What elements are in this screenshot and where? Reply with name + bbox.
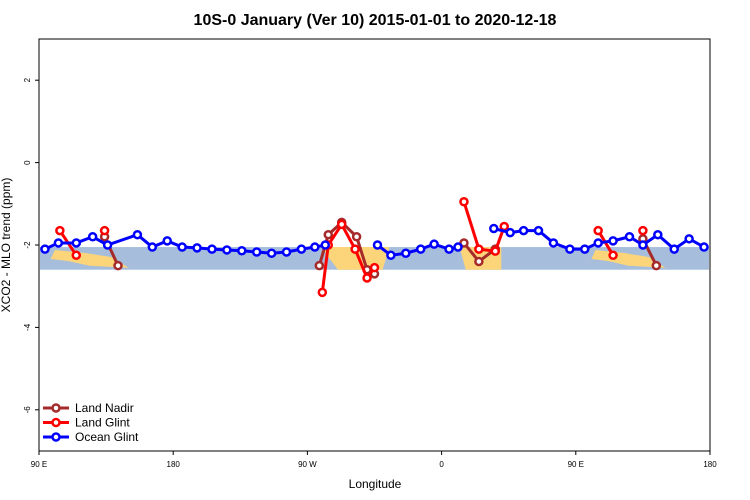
- ocean-glint-point: [372, 240, 383, 250]
- land-glint-point: [350, 244, 360, 254]
- land-glint-point: [638, 225, 648, 236]
- ocean-glint-point: [87, 232, 98, 242]
- ocean-glint-point: [565, 244, 575, 254]
- x-tick-label: 180: [167, 460, 181, 469]
- x-tick-label: 0: [439, 460, 444, 469]
- ocean-glint-point: [71, 238, 82, 248]
- ocean-glint-point: [296, 244, 307, 254]
- land-glint-point: [499, 221, 509, 232]
- y-tick-label: -2: [23, 241, 32, 249]
- ocean-glint-point: [444, 244, 454, 254]
- land-nadir-point: [651, 260, 662, 271]
- series-layer: [40, 196, 709, 298]
- chart-title: 10S-0 January (Ver 10) 2015-01-01 to 202…: [194, 12, 557, 29]
- ocean-glint-point: [608, 236, 618, 246]
- legend-marker-land-glint: [51, 417, 61, 428]
- legend-label-land-glint: Land Glint: [75, 416, 130, 430]
- ocean-glint-point: [386, 250, 396, 261]
- ocean-glint-point: [699, 242, 709, 252]
- y-tick-label: -4: [23, 323, 32, 331]
- y-tick-label: -6: [23, 406, 32, 414]
- ocean-glint-point: [192, 243, 202, 253]
- legend-marker-land-nadir: [51, 403, 61, 413]
- ocean-glint-point: [251, 247, 262, 257]
- ocean-glint-point: [429, 239, 439, 249]
- ocean-glint-point: [669, 244, 679, 254]
- land-glint-point: [336, 219, 347, 230]
- ocean-glint-point: [505, 227, 515, 238]
- ocean-glint-point: [147, 242, 158, 252]
- ocean-glint-point: [401, 248, 411, 258]
- x-tick-label: 90 W: [298, 460, 317, 469]
- ocean-glint-point: [489, 223, 499, 234]
- land-indonesia-west: [50, 250, 129, 268]
- ocean-glint-point: [593, 238, 603, 248]
- land-glint-point: [459, 196, 469, 207]
- land-nadir-point: [314, 260, 325, 271]
- land-glint-line: [462, 201, 506, 253]
- ocean-glint-point: [207, 244, 217, 254]
- land-glint-point: [490, 246, 501, 256]
- axes-layer: 90 E 180 90 W 0 90 E 180 -6 -4 -2 0 2: [23, 77, 717, 469]
- x-tick-label: 90 E: [568, 460, 584, 469]
- ocean-glint-point: [177, 242, 187, 252]
- x-axis-title: Longitude: [349, 477, 402, 491]
- ocean-glint-point: [102, 240, 113, 250]
- land-nadir-point: [351, 232, 362, 242]
- ocean-glint-point: [310, 242, 320, 252]
- land-nadir-point: [474, 256, 484, 267]
- land-glint-point: [362, 273, 372, 283]
- ocean-glint-point: [638, 240, 648, 250]
- ocean-glint-point: [266, 248, 277, 258]
- ocean-glint-point: [548, 238, 559, 248]
- x-tick-label: 180: [703, 460, 717, 469]
- y-axis-title: XCO2 - MLO trend (ppm): [0, 178, 13, 313]
- ocean-glint-point: [320, 240, 331, 250]
- land-glint-point: [71, 250, 82, 261]
- land-glint-point: [317, 287, 328, 298]
- ocean-glint-point: [653, 229, 663, 240]
- ocean-glint-point: [222, 245, 232, 255]
- ocean-glint-point: [579, 244, 590, 254]
- land-nadir-point: [459, 238, 469, 248]
- ocean-glint-point: [518, 225, 529, 236]
- ocean-glint-point: [684, 234, 694, 244]
- y-tick-label: 2: [23, 77, 32, 82]
- ocean-glint-point: [453, 242, 463, 252]
- legend-label-ocean-glint: Ocean Glint: [75, 430, 139, 444]
- legend-label-land-nadir: Land Nadir: [75, 401, 134, 415]
- ocean-glint-point: [624, 232, 635, 242]
- land-glint-point: [55, 225, 65, 236]
- legend-marker-ocean-glint: [51, 432, 61, 442]
- land-glint-point: [593, 225, 603, 236]
- ocean-glint-point: [132, 229, 143, 240]
- land-glint-point: [608, 250, 618, 261]
- land-glint-point: [99, 225, 110, 236]
- ocean-glint-point: [415, 244, 426, 254]
- land-glint-point: [369, 262, 380, 273]
- ocean-glint-point: [237, 246, 247, 256]
- ocean-glint-point: [533, 225, 544, 236]
- ocean-glint-point: [281, 247, 292, 257]
- x-tick-label: 90 E: [31, 460, 47, 469]
- land-glint-point: [474, 244, 484, 254]
- ocean-glint-point: [53, 238, 64, 248]
- ocean-glint-point: [40, 244, 50, 254]
- land-nadir-point: [113, 260, 123, 271]
- y-tick-label: 0: [23, 160, 32, 165]
- ocean-glint-point: [162, 236, 172, 246]
- land-nadir-point: [323, 229, 334, 240]
